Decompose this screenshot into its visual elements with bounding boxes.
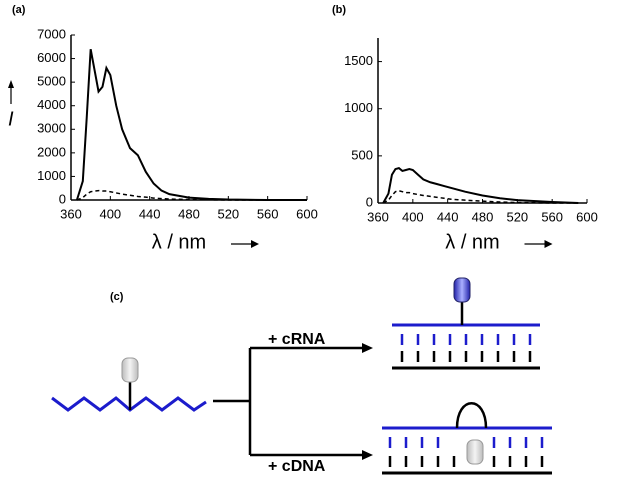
y-tick-label: 1000 [37, 168, 66, 183]
y-tick-label: 0 [366, 194, 373, 209]
y-tick-label: 5000 [37, 74, 66, 89]
series-line [382, 167, 579, 204]
duplex-bottom [382, 402, 552, 475]
x-tick-label: 520 [506, 209, 528, 224]
probe [121, 357, 139, 383]
x-tick-label: 440 [139, 206, 161, 221]
x-tick-label: 440 [437, 209, 459, 224]
y-tick-label: 7000 [37, 26, 66, 41]
top-label: + cRNA [268, 331, 326, 348]
branch [213, 346, 365, 457]
panel-label: (a) [12, 4, 26, 16]
y-tick-label: 1500 [344, 53, 373, 68]
y-tick-label: 2000 [37, 144, 66, 159]
x-label-arrow-head [251, 240, 259, 248]
series-line [76, 189, 307, 201]
x-axis-label: λ / nm [152, 231, 206, 253]
y-label-arrow-head [8, 80, 14, 88]
panel-label: (c) [110, 291, 124, 303]
x-tick-label: 600 [576, 209, 598, 224]
panel-label: (b) [332, 4, 346, 16]
x-tick-label: 520 [217, 206, 239, 221]
x-tick-label: 480 [178, 206, 200, 221]
series-line [382, 189, 579, 204]
y-tick-label: 3000 [37, 121, 66, 136]
y-tick-label: 4000 [37, 97, 66, 112]
y-tick-label: 500 [351, 147, 373, 162]
x-tick-label: 360 [60, 206, 82, 221]
x-label-arrow-head [544, 240, 553, 248]
y-tick-label: 0 [59, 191, 66, 206]
x-tick-label: 560 [541, 209, 563, 224]
x-tick-label: 400 [99, 206, 121, 221]
x-tick-label: 600 [296, 206, 318, 221]
x-tick-label: 360 [367, 209, 389, 224]
arrow-head [362, 450, 373, 460]
x-tick-label: 400 [402, 209, 424, 224]
y-axis-label: I [8, 108, 14, 130]
x-tick-label: 480 [472, 209, 494, 224]
duplex-top [392, 277, 540, 370]
bottom-label: + cDNA [268, 458, 326, 475]
arrow-head [362, 343, 373, 353]
x-axis-label: λ / nm [445, 231, 499, 253]
y-tick-label: 6000 [37, 50, 66, 65]
series-line [75, 48, 307, 201]
y-tick-label: 1000 [344, 100, 373, 115]
x-tick-label: 560 [257, 206, 279, 221]
